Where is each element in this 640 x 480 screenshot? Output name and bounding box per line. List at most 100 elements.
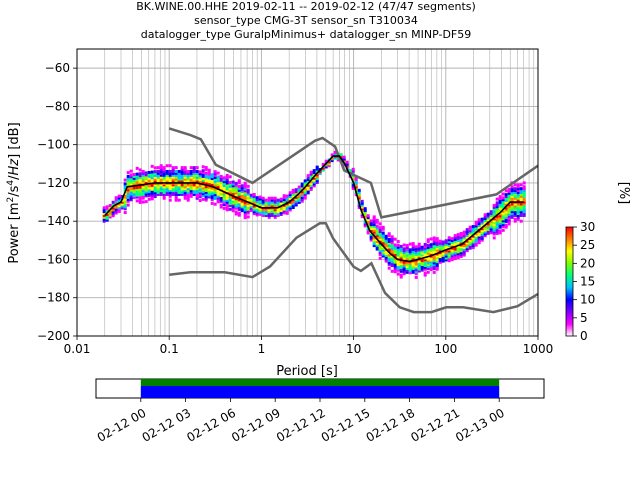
- psd-cell: [255, 196, 259, 200]
- psd-cell: [138, 181, 142, 185]
- psd-cell: [432, 240, 436, 244]
- psd-cell: [399, 265, 403, 269]
- psd-cell: [207, 176, 211, 180]
- psd-cell: [405, 255, 409, 259]
- psd-cell: [222, 178, 226, 182]
- psd-cell: [150, 172, 154, 176]
- psd-cell: [510, 208, 514, 212]
- psd-cell: [447, 245, 451, 249]
- psd-cell: [393, 262, 397, 266]
- psd-cell: [354, 181, 358, 185]
- psd-cell: [507, 220, 511, 224]
- psd-cell: [243, 187, 247, 191]
- psd-cell: [381, 239, 385, 243]
- psd-cell: [504, 206, 508, 210]
- psd-cell: [237, 207, 241, 211]
- psd-cell: [234, 191, 238, 195]
- psd-cell: [435, 258, 439, 262]
- coverage-tick-label: 02-12 12: [274, 406, 328, 445]
- psd-cell: [360, 199, 364, 203]
- psd-cell: [117, 209, 121, 213]
- psd-cell: [384, 238, 388, 242]
- psd-cell: [438, 256, 442, 260]
- psd-cell: [123, 193, 127, 197]
- psd-cell: [249, 195, 253, 199]
- psd-cell: [450, 242, 454, 246]
- psd-cell: [282, 205, 286, 209]
- colorbar-tick-label: 30: [580, 220, 595, 234]
- psd-cell: [396, 247, 400, 251]
- psd-cell: [441, 240, 445, 244]
- psd-cell: [105, 212, 109, 216]
- psd-cell: [417, 248, 421, 252]
- psd-cell: [123, 199, 127, 203]
- psd-cell: [156, 166, 160, 170]
- psd-cell: [177, 171, 181, 175]
- psd-cell: [216, 190, 220, 194]
- psd-cell: [132, 190, 136, 194]
- psd-cell: [273, 208, 277, 212]
- psd-cell: [378, 231, 382, 235]
- psd-cell: [144, 188, 148, 192]
- psd-cell: [408, 254, 412, 258]
- psd-cell: [204, 194, 208, 198]
- title-line-1: BK.WINE.00.HHE 2019-02-11 -- 2019-02-12 …: [136, 0, 476, 13]
- psd-cell: [141, 190, 145, 194]
- psd-cell: [276, 202, 280, 206]
- psd-cell: [372, 232, 376, 236]
- psd-cell: [507, 216, 511, 220]
- psd-cell: [396, 255, 400, 259]
- psd-cell: [213, 187, 217, 191]
- psd-cell: [171, 185, 175, 189]
- psd-cell: [408, 255, 412, 259]
- psd-cell: [432, 255, 436, 259]
- psd-cell: [405, 261, 409, 265]
- psd-cell: [117, 196, 121, 200]
- psd-cell: [225, 173, 229, 177]
- psd-cell: [390, 246, 394, 250]
- psd-cell: [189, 177, 193, 181]
- psd-cell: [282, 199, 286, 203]
- psd-cell: [447, 238, 451, 242]
- psd-cloud: [102, 150, 526, 279]
- psd-cell: [177, 185, 181, 189]
- psd-cell: [231, 207, 235, 211]
- psd-cell: [462, 251, 466, 255]
- psd-cell: [210, 175, 214, 179]
- psd-cell: [162, 179, 166, 183]
- psd-cell: [267, 208, 271, 212]
- psd-cell: [507, 193, 511, 197]
- psd-cell: [519, 196, 523, 200]
- psd-cell: [441, 257, 445, 261]
- psd-cell: [387, 249, 391, 253]
- psd-cell: [417, 263, 421, 267]
- psd-cell: [381, 231, 385, 235]
- psd-cell: [162, 187, 166, 191]
- y-tick-label: −80: [45, 99, 70, 113]
- psd-cell: [204, 173, 208, 177]
- psd-cell: [129, 179, 133, 183]
- psd-cell: [219, 176, 223, 180]
- psd-cell: [246, 202, 250, 206]
- psd-cell: [468, 240, 472, 244]
- x-ticks: 0.01 0.1 1 10 100 1000: [64, 336, 553, 356]
- psd-cell: [507, 212, 511, 216]
- psd-cell: [399, 248, 403, 252]
- psd-cell: [168, 194, 172, 198]
- psd-cell: [420, 266, 424, 270]
- psd-cell: [411, 249, 415, 253]
- coverage-bar-green: [140, 379, 500, 386]
- psd-cell: [204, 188, 208, 192]
- psd-cell: [288, 191, 292, 195]
- psd-cell: [369, 228, 373, 232]
- psd-cell: [240, 205, 244, 209]
- psd-cell: [480, 238, 484, 242]
- psd-cell: [411, 266, 415, 270]
- psd-cell: [168, 192, 172, 196]
- psd-cell: [501, 202, 505, 206]
- psd-cell: [516, 187, 520, 191]
- psd-cell: [183, 185, 187, 189]
- psd-cell: [264, 202, 268, 206]
- psd-cell: [183, 177, 187, 181]
- psd-cell: [159, 187, 163, 191]
